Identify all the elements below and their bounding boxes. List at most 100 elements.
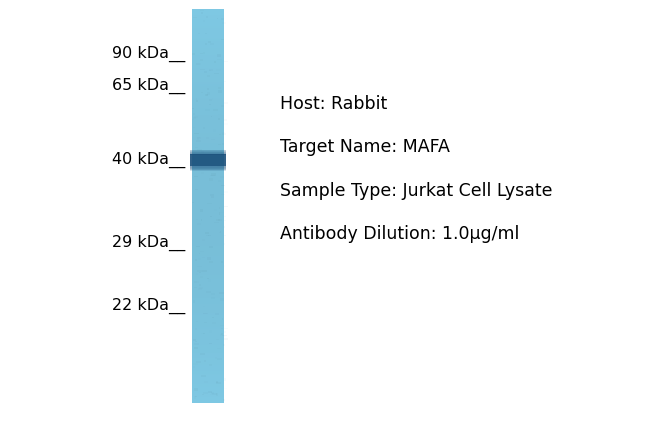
Bar [203,306,205,307]
Bar [197,250,200,252]
Bar [192,53,195,55]
Bar [214,210,217,211]
Bar [192,330,194,332]
Bar [192,67,194,69]
Bar [206,291,211,293]
Bar [192,288,224,290]
Bar [211,139,215,140]
Bar [192,345,224,346]
Bar [211,165,214,166]
Bar [192,110,224,111]
Text: Host: Rabbit: Host: Rabbit [280,95,387,113]
Bar [216,69,221,71]
Bar [192,244,224,245]
Bar [209,182,211,184]
Bar [192,199,224,200]
Bar [200,372,201,374]
Bar [192,158,224,160]
Bar [194,388,198,391]
Bar [221,194,225,195]
Bar [213,235,216,237]
Bar [214,73,219,74]
Bar [218,87,221,89]
Bar [209,350,213,352]
Bar [192,217,224,219]
Bar [223,344,225,346]
Bar [219,312,221,313]
Bar [192,174,224,175]
Bar [213,323,216,324]
Bar [192,290,224,291]
Bar [203,127,205,129]
Bar [192,131,224,132]
Bar [210,194,214,196]
Bar [192,171,224,173]
Bar [192,62,224,64]
Bar [218,300,223,301]
Bar [222,318,223,320]
Bar [218,386,222,388]
Bar [216,116,219,118]
Bar [192,203,224,204]
Bar [192,357,224,358]
Bar [213,70,216,72]
Bar [206,235,209,236]
Bar [192,266,224,268]
Bar [192,57,224,58]
Bar [194,148,196,150]
Bar [192,151,224,152]
Bar [192,149,224,151]
Bar [192,258,224,259]
Bar [190,150,226,155]
Bar [207,339,208,341]
Bar [197,137,202,139]
Bar [198,318,202,319]
Bar [192,56,224,57]
Bar [192,304,224,306]
Text: 65 kDa__: 65 kDa__ [112,78,185,94]
Bar [192,90,224,91]
Bar [197,223,201,225]
Bar [192,240,224,241]
Bar [192,38,224,39]
Bar [209,334,211,336]
Bar [200,156,202,157]
Bar [192,165,224,166]
Bar [192,306,224,307]
Bar [209,371,211,373]
Bar [200,208,204,210]
Bar [192,202,224,203]
Bar [192,18,224,19]
Bar [216,393,218,396]
Bar [192,147,224,148]
Bar [192,362,224,363]
Bar [213,317,214,318]
Bar [192,316,224,317]
Bar [216,206,220,207]
Text: Antibody Dilution: 1.0μg/ml: Antibody Dilution: 1.0μg/ml [280,225,519,243]
Bar [193,117,196,119]
Bar [209,178,213,181]
Bar [203,52,205,54]
Bar [207,88,209,90]
Bar [220,294,224,295]
Bar [195,271,198,274]
Bar [192,106,224,107]
Bar [192,73,224,74]
Bar [222,220,226,221]
Bar [200,220,205,221]
Bar [210,33,215,35]
Bar [192,142,224,144]
Bar [192,283,224,284]
Bar [195,197,199,198]
Bar [214,177,216,178]
Bar [192,182,224,183]
Bar [192,370,224,371]
Bar [200,378,203,380]
Bar [199,253,200,254]
Bar [192,202,194,203]
Bar [192,64,224,65]
Bar [215,96,220,99]
Bar [192,391,224,392]
Bar [192,17,197,18]
